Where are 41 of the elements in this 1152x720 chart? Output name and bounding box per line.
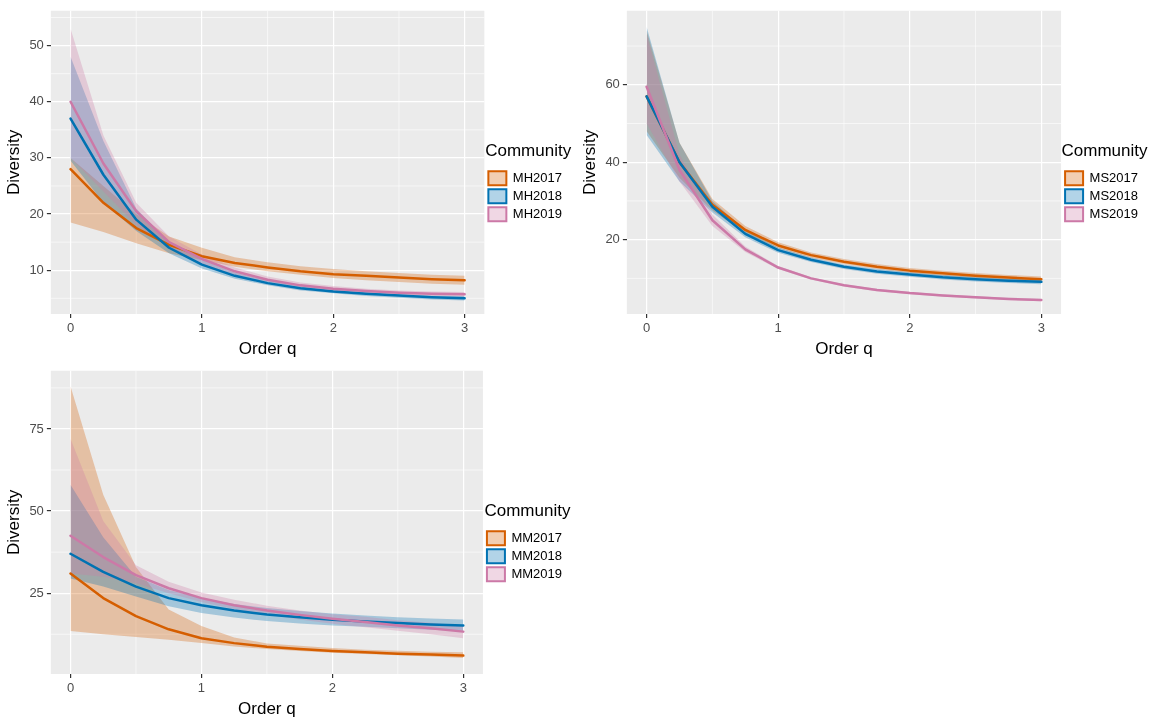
legend-label: MH2019 (512, 205, 562, 221)
y-axis-title: Diversity (3, 489, 23, 555)
legend-label: MM2019 (511, 565, 562, 581)
legend-label: MH2018 (512, 187, 562, 203)
y-tick-label: 75 (29, 420, 44, 436)
x-axis-title: Order q (815, 339, 873, 359)
x-tick-label: 1 (197, 680, 206, 696)
x-tick-label: 1 (774, 320, 782, 336)
legend-title: Community (1061, 140, 1149, 160)
x-tick-label: 2 (906, 320, 914, 336)
x-tick-label: 2 (329, 320, 337, 336)
y-tick-label: 60 (605, 76, 620, 92)
x-tick-label: 0 (66, 680, 75, 696)
legend-label: MS2019 (1089, 205, 1138, 221)
x-tick-label: 2 (328, 680, 336, 696)
y-tick-label: 20 (605, 231, 620, 247)
x-tick-label: 3 (459, 680, 467, 696)
y-axis-title: Diversity (579, 129, 599, 195)
legend-title: Community (484, 500, 571, 520)
x-axis-title: Order q (238, 339, 297, 359)
legend-label: MH2017 (512, 169, 562, 185)
y-axis-title: Diversity (3, 129, 23, 195)
y-tick-label: 40 (605, 153, 620, 169)
x-axis-title: Order q (238, 699, 296, 719)
y-tick-label: 20 (29, 205, 44, 221)
y-tick-label: 40 (29, 93, 44, 109)
y-tick-label: 50 (29, 502, 44, 518)
x-tick-label: 0 (66, 320, 75, 336)
legend-label: MM2017 (511, 529, 562, 545)
x-tick-label: 3 (1037, 320, 1045, 336)
x-tick-label: 3 (461, 320, 469, 336)
y-tick-label: 25 (29, 584, 44, 600)
legend-label: MS2017 (1089, 169, 1138, 185)
legend-label: MM2018 (511, 547, 562, 563)
legend-title: Community (485, 140, 572, 160)
y-tick-label: 50 (29, 37, 44, 53)
y-tick-label: 30 (29, 149, 44, 165)
x-tick-label: 0 (642, 320, 651, 336)
legend-label: MS2018 (1089, 187, 1138, 203)
y-tick-label: 10 (29, 261, 44, 277)
x-tick-label: 1 (198, 320, 206, 336)
